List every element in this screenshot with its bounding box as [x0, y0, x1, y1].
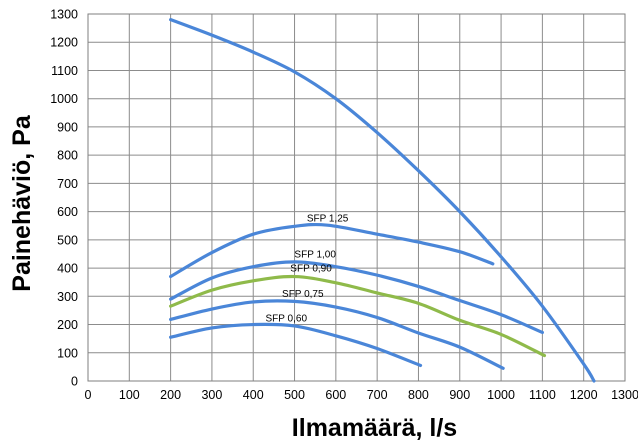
x-tick-labels: 0 100 200 300 400 500 600 700 800 900 1000 1100 1200… — [85, 388, 638, 402]
y-tick-label: 0 — [71, 375, 78, 389]
y-tick-label: 400 — [57, 262, 78, 276]
x-tick-label: 900 — [449, 388, 470, 402]
y-tick-label: 600 — [57, 205, 78, 219]
curve-label: SFP 1,00 — [294, 250, 336, 261]
x-tick-label: 1000 — [487, 388, 515, 402]
curve-label: SFP 0,75 — [282, 289, 324, 300]
x-tick-label: 1300 — [611, 388, 638, 402]
y-tick-labels: 0 100 200 300 400 500 600 700 800 900 1000 1100 1200… — [50, 8, 78, 389]
y-tick-label: 1100 — [51, 64, 78, 78]
x-tick-label: 1100 — [529, 388, 556, 402]
x-tick-label: 100 — [119, 388, 140, 402]
x-tick-label: 700 — [367, 388, 388, 402]
series-line-sfp-1-25 — [169, 222, 495, 279]
curve-label: SFP 1,25 — [307, 213, 349, 224]
x-tick-label: 200 — [160, 388, 181, 402]
y-tick-label: 1300 — [50, 8, 78, 22]
series-line-fan-curve — [169, 18, 596, 383]
x-axis-title: Ilmamäärä, l/s — [292, 414, 457, 442]
x-tick-label: 400 — [243, 388, 264, 402]
series-lines — [169, 18, 596, 383]
series-line-sfp-0-60 — [169, 322, 423, 368]
x-tick-label: 300 — [201, 388, 222, 402]
series-line-sfp-0-75 — [169, 299, 505, 370]
y-tick-label: 300 — [57, 290, 78, 304]
x-tick-label: 600 — [325, 388, 346, 402]
y-tick-label: 500 — [57, 233, 78, 247]
y-tick-label: 100 — [57, 346, 78, 360]
grid — [87, 13, 626, 382]
y-tick-label: 700 — [57, 177, 78, 191]
series-line-sfp-0-90 — [169, 274, 547, 358]
plot-frame — [87, 13, 626, 382]
y-tick-label: 800 — [57, 149, 78, 163]
x-tick-label: 0 — [85, 388, 92, 402]
curve-labels: SFP 1,25 SFP 1,00 SFP 0,90 SFP 0,75 SFP 0,60 — [266, 213, 349, 324]
y-tick-label: 1000 — [50, 92, 78, 106]
y-tick-label: 200 — [57, 318, 78, 332]
y-axis-title: Painehäviö, Pa — [8, 114, 36, 292]
curve-label: SFP 0,90 — [290, 264, 332, 275]
x-tick-label: 1200 — [570, 388, 598, 402]
y-tick-label: 1200 — [50, 36, 78, 50]
x-tick-label: 800 — [408, 388, 429, 402]
x-tick-label: 500 — [284, 388, 305, 402]
y-tick-label: 900 — [57, 120, 78, 134]
series-line-sfp-1-00 — [169, 260, 544, 335]
curve-label: SFP 0,60 — [266, 314, 308, 325]
